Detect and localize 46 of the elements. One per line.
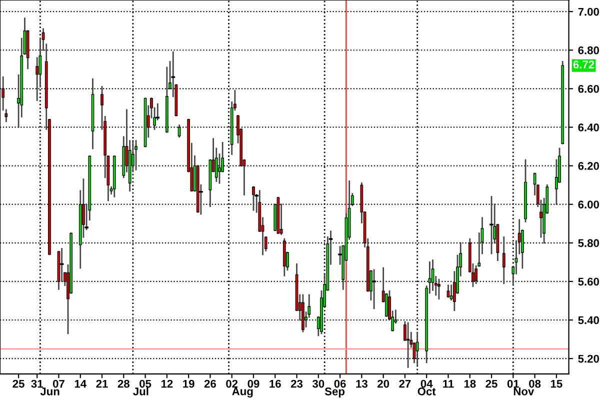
- x-tick-label: 09: [248, 380, 260, 388]
- y-tick-label: 6.20: [578, 162, 599, 170]
- x-tick-label: 30: [312, 380, 324, 388]
- x-tick-label: 02: [226, 380, 238, 388]
- y-tick-label: 5.80: [578, 239, 599, 248]
- y-tick-label: 6.60: [578, 84, 599, 93]
- x-tick-label: 31: [31, 380, 43, 388]
- x-tick-label: 13: [356, 380, 368, 388]
- y-tick-label: 5.20: [578, 354, 599, 363]
- candlestick: [446, 284, 450, 298]
- y-tick-label: 5.60: [578, 278, 599, 286]
- text: Aug: [232, 388, 253, 398]
- x-tick-label: 11: [443, 380, 454, 388]
- y-tick-label: 6.80: [578, 46, 599, 54]
- text: Sep: [324, 387, 345, 398]
- x-tick-label: 23: [290, 380, 303, 388]
- x-tick-label: 08: [529, 380, 541, 388]
- x-tick-label: 28: [118, 380, 130, 388]
- y-tick-label: 5.40: [578, 316, 599, 324]
- y-tick-label: 7.00: [578, 8, 599, 16]
- candlestick: [134, 140, 138, 170]
- x-tick-label: 14: [74, 380, 86, 388]
- x-tick-label: 12: [161, 380, 173, 388]
- x-tick-label: 20: [378, 380, 390, 388]
- text: Nov: [514, 388, 534, 396]
- x-tick-label: 25: [12, 380, 24, 388]
- x-tick-label: 06: [334, 380, 346, 388]
- x-tick-label: 15: [550, 380, 562, 388]
- x-tick-label: 01: [507, 380, 520, 388]
- y-tick-label: 6.00: [578, 200, 599, 208]
- x-tick-label: 16: [270, 380, 281, 388]
- x-tick-label: 18: [464, 380, 476, 388]
- x-tick-label: 25: [486, 380, 498, 388]
- text: 6.72: [573, 60, 594, 69]
- text: Jul: [133, 387, 148, 396]
- x-tick-label: 19: [183, 380, 194, 388]
- x-tick-label: 27: [399, 380, 411, 388]
- candlestick: [450, 284, 453, 300]
- y-tick-label: 6.40: [578, 124, 599, 132]
- text: Jun: [40, 388, 60, 396]
- x-tick-label: 05: [140, 380, 152, 388]
- x-tick-label: 04: [420, 380, 433, 388]
- x-tick-label: 26: [204, 380, 216, 388]
- x-tick-label: 07: [52, 380, 64, 388]
- x-tick-label: 21: [96, 380, 108, 388]
- text: Oct: [418, 387, 436, 396]
